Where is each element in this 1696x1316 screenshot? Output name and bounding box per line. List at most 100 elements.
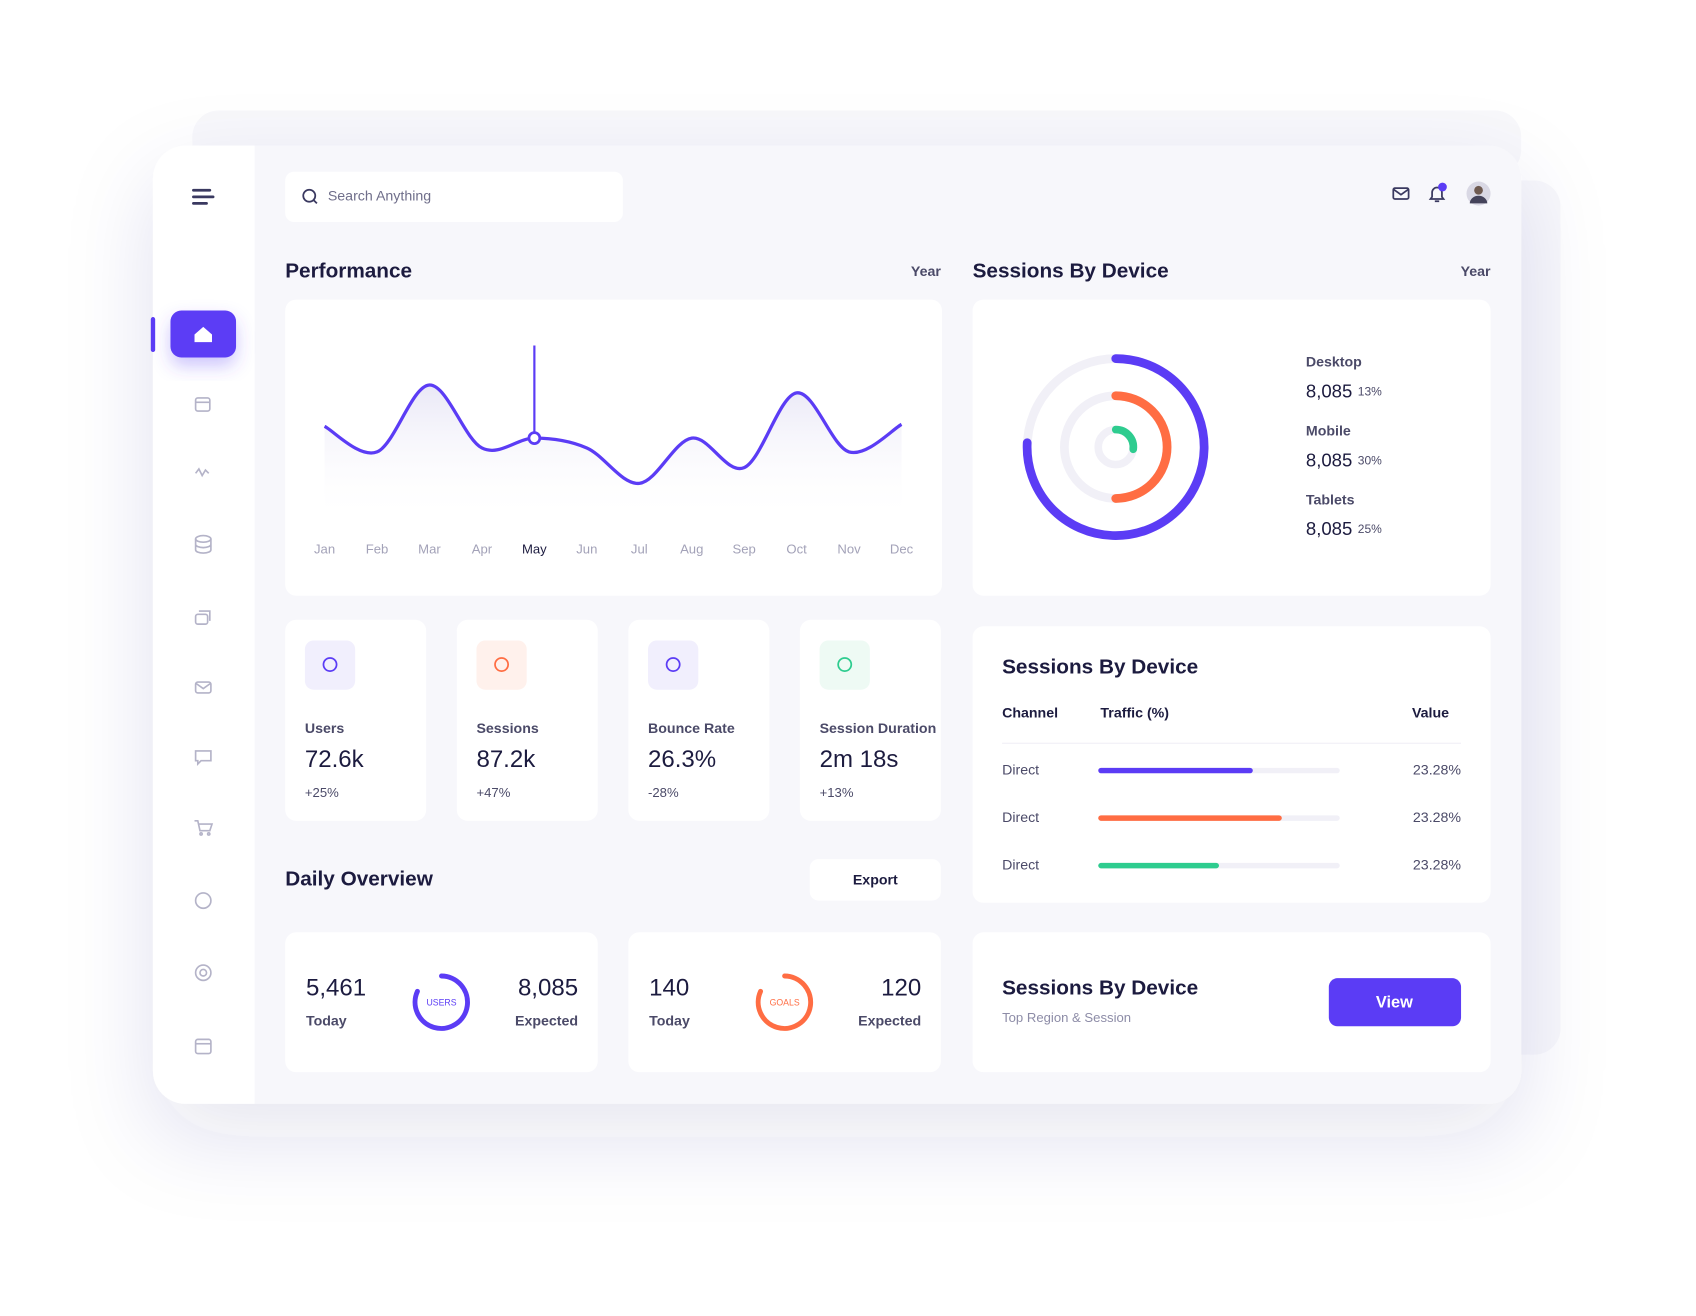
stat-change: +47% — [476, 785, 510, 800]
search-icon — [302, 188, 317, 203]
stat-icon — [648, 640, 699, 690]
nav-icons[interactable] — [194, 397, 214, 1055]
device-legend: Desktop 8,085 13% Mobile 8,085 30% Tablets 8,08… — [1306, 355, 1382, 539]
channel: Direct — [1002, 762, 1039, 778]
table-title: Sessions By Device — [1002, 655, 1198, 678]
area — [324, 385, 902, 523]
active-indicator — [150, 317, 156, 353]
legend-name: Desktop — [1306, 355, 1362, 371]
export-button[interactable] — [809, 859, 941, 901]
device-rings — [1022, 354, 1209, 540]
section-title: Performance — [285, 260, 412, 283]
stat-label: Sessions — [476, 721, 538, 737]
search-icon — [313, 199, 318, 205]
topbar-icons[interactable] — [1392, 186, 1446, 203]
stat-change: +25% — [305, 785, 339, 800]
share: 25% — [1358, 522, 1382, 536]
x-tick-label: Apr — [472, 541, 493, 556]
stat-value: 2m 18s — [820, 746, 899, 773]
table-header: Channel — [1002, 705, 1058, 721]
search-box[interactable] — [285, 171, 623, 222]
stats: Users 72.6k +25% Sessions 87.2k +47% Bounce Ra… — [285, 619, 941, 821]
stat-label: Session Duration — [820, 721, 937, 737]
home-icon — [194, 326, 212, 343]
channel: Direct — [1002, 857, 1039, 873]
x-tick-label: Nov — [837, 541, 861, 556]
bar — [1098, 815, 1282, 821]
x-tick-label: Oct — [786, 541, 807, 556]
stat-change: +13% — [820, 785, 854, 800]
stat-value: 72.6k — [305, 746, 365, 773]
promo-card — [972, 932, 1491, 1073]
bar — [1098, 862, 1219, 869]
stat-icon — [322, 657, 338, 672]
today-label: Today — [306, 1014, 347, 1030]
view-button[interactable] — [1328, 978, 1462, 1027]
daily-cards: 5,461 Today USERS 8,085 Expected 140 Today GOAL… — [285, 932, 941, 1073]
x-tick-label: Jul — [631, 541, 648, 556]
expected-value: 120 — [881, 974, 921, 1001]
highlight-point — [527, 431, 542, 445]
legend-value: 8,085 30% — [1306, 449, 1382, 470]
line-chart: Jan Feb Mar Apr May Jun Jul Aug Sep Oct Nov Dec — [314, 345, 914, 556]
period-select[interactable]: Year — [911, 264, 941, 280]
x-tick-label: May — [522, 541, 547, 556]
stat-value: 87.2k — [476, 746, 536, 773]
x-tick-label: Jan — [314, 541, 335, 556]
value: 8,085 — [1306, 449, 1352, 470]
section-title: Sessions By Device — [973, 260, 1169, 283]
menu-icon[interactable] — [192, 188, 215, 205]
x-tick-label: Mar — [418, 541, 441, 556]
notification-badge — [1438, 182, 1447, 192]
avatar — [1474, 185, 1483, 195]
value: 23.28% — [1413, 810, 1462, 826]
x-tick-label: Dec — [890, 541, 914, 556]
ring-label: USERS — [426, 998, 456, 1008]
today-value: 140 — [649, 974, 689, 1001]
legend-name: Tablets — [1306, 492, 1355, 508]
ring-bg — [758, 976, 811, 1029]
stat-label: Users — [305, 721, 345, 737]
stat-change: -28% — [648, 785, 679, 800]
table-header: Traffic (%) — [1100, 705, 1169, 721]
stat-label: Bounce Rate — [648, 721, 735, 737]
x-tick-label: Jun — [576, 541, 597, 556]
period-select[interactable]: Year — [1461, 264, 1491, 280]
expected-label: Expected — [515, 1014, 578, 1030]
x-tick-label: Feb — [366, 541, 389, 556]
line — [323, 383, 903, 486]
legend-name: Mobile — [1306, 424, 1351, 440]
view-label[interactable]: View — [1376, 994, 1413, 1012]
today-value: 5,461 — [306, 974, 366, 1001]
value: 8,085 — [1306, 380, 1352, 401]
stat-value: 26.3% — [648, 746, 716, 773]
table-card — [972, 626, 1491, 903]
table-header: Value — [1412, 705, 1449, 721]
promo-title: Sessions By Device — [1002, 977, 1198, 1000]
stat-icon — [665, 657, 681, 672]
x-tick-label: Aug — [680, 541, 703, 556]
share: 13% — [1358, 385, 1382, 399]
stat-icon — [494, 657, 510, 672]
share: 30% — [1358, 453, 1382, 467]
x-tick-label: Sep — [733, 541, 756, 556]
avatar — [1469, 195, 1488, 204]
value: 23.28% — [1413, 762, 1462, 778]
channel: Direct — [1002, 810, 1039, 826]
today-label: Today — [649, 1014, 690, 1030]
table-rows: Direct 23.28% Direct 23.28% Direct 23.28% — [1002, 762, 1461, 873]
bar — [1098, 767, 1253, 774]
value: 23.28% — [1413, 857, 1462, 873]
value: 8,085 — [1306, 518, 1352, 539]
stat-icon — [819, 640, 870, 690]
stat-icon — [304, 640, 356, 690]
ring-label: GOALS — [770, 998, 800, 1008]
stat-icon — [837, 657, 853, 672]
section-title: Daily Overview — [285, 867, 434, 890]
promo-subtitle: Top Region & Session — [1002, 1010, 1131, 1025]
ring — [412, 973, 470, 1031]
ring-bg — [415, 976, 468, 1029]
legend-value: 8,085 13% — [1306, 380, 1382, 401]
stat-icon — [476, 640, 527, 690]
export-label[interactable]: Export — [853, 873, 898, 889]
